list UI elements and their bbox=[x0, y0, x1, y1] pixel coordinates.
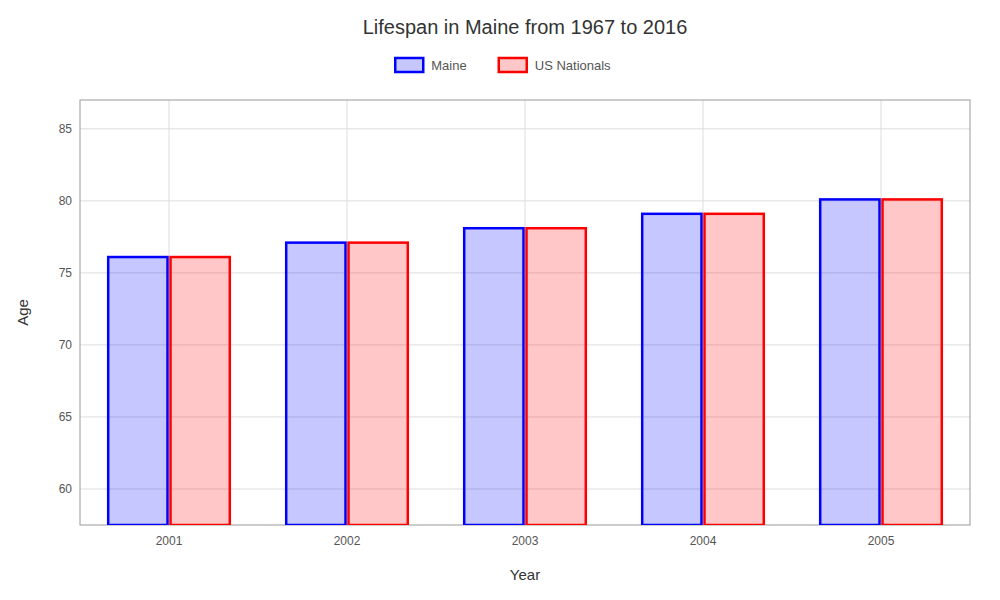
legend: Maine US Nationals bbox=[395, 58, 611, 73]
x-tick-label: 2002 bbox=[334, 534, 361, 548]
x-tick-label: 2005 bbox=[868, 534, 895, 548]
bar bbox=[349, 243, 408, 525]
bar bbox=[108, 257, 167, 525]
x-tick-label: 2001 bbox=[156, 534, 183, 548]
legend-swatch bbox=[499, 58, 527, 72]
bar bbox=[642, 214, 701, 525]
y-tick-label: 65 bbox=[59, 410, 73, 424]
legend-swatch bbox=[395, 58, 423, 72]
x-axis-label: Year bbox=[510, 566, 540, 583]
y-axis-label: Age bbox=[14, 299, 31, 326]
y-tick-label: 70 bbox=[59, 338, 73, 352]
legend-label: US Nationals bbox=[535, 58, 611, 73]
bar bbox=[883, 199, 942, 525]
legend-label: Maine bbox=[431, 58, 466, 73]
x-tick-label: 2004 bbox=[690, 534, 717, 548]
bar bbox=[464, 228, 523, 525]
title: Lifespan in Maine from 1967 to 2016 bbox=[363, 16, 688, 38]
y-tick-label: 80 bbox=[59, 194, 73, 208]
y-tick-label: 75 bbox=[59, 266, 73, 280]
bar bbox=[527, 228, 586, 525]
bar bbox=[171, 257, 230, 525]
bar bbox=[820, 199, 879, 525]
plot-frame bbox=[80, 100, 970, 525]
bars bbox=[108, 199, 942, 525]
y-tick-label: 60 bbox=[59, 482, 73, 496]
y-tick-label: 85 bbox=[59, 122, 73, 136]
bar bbox=[705, 214, 764, 525]
x-tick-label: 2003 bbox=[512, 534, 539, 548]
chart: 60 65 70 75 80 85 2001 2002 2003 2004 2005 Lifespan… bbox=[0, 0, 1000, 600]
bar bbox=[286, 243, 345, 525]
